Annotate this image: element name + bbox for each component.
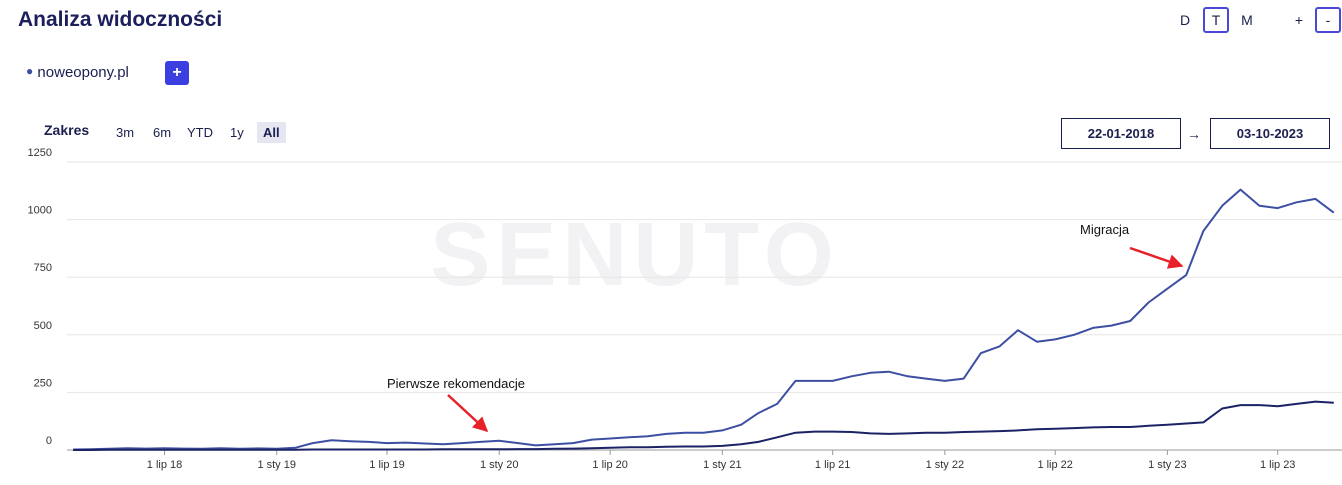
watermark: SENUTO [430,205,839,305]
x-tick-label: 1 sty 23 [1148,459,1187,471]
range-option[interactable]: 6m [153,125,172,140]
annotation-arrow [447,394,489,433]
x-tick-label: 1 lip 22 [1037,459,1072,471]
page-title: Analiza widoczności [18,8,223,31]
y-tick-label: 750 [34,262,52,274]
range-option[interactable]: 1y [230,125,244,140]
range-option[interactable]: All [257,122,286,143]
zoom-button[interactable]: - [1315,7,1341,33]
series-line [73,188,1335,451]
domain-chip: ● noweopony.pl [26,64,129,81]
x-tick-label: 1 lip 20 [592,459,627,471]
add-domain-button[interactable]: + [165,61,189,85]
x-tick-label: 1 sty 20 [480,459,519,471]
view-button[interactable]: D [1179,12,1191,28]
domain-name: noweopony.pl [37,64,129,81]
date-from[interactable]: 22-01-2018 [1061,118,1181,149]
y-tick-label: 0 [46,435,52,447]
annotation: Migracja [1080,222,1130,237]
zoom-button[interactable]: + [1294,12,1304,28]
x-tick-label: 1 lip 21 [815,459,850,471]
annotation-arrow [1129,246,1184,269]
x-tick-label: 1 sty 22 [926,459,965,471]
date-to[interactable]: 03-10-2023 [1210,118,1330,149]
range-option[interactable]: YTD [187,125,213,140]
annotation: Pierwsze rekomendacje [387,376,525,391]
range-label: Zakres [44,122,90,138]
y-tick-label: 250 [34,377,52,389]
y-tick-label: 1000 [28,205,52,217]
x-tick-label: 1 sty 19 [257,459,296,471]
x-tick-label: 1 lip 19 [369,459,404,471]
x-tick-label: 1 lip 18 [147,459,182,471]
domain-dot: ● [26,64,34,78]
range-option[interactable]: 3m [116,125,135,140]
date-arrow: → [1187,126,1201,142]
series-line [73,400,1334,451]
y-tick-label: 500 [34,320,52,332]
x-tick-label: 1 lip 23 [1260,459,1295,471]
view-button[interactable]: M [1241,12,1253,28]
x-tick-label: 1 sty 21 [703,459,742,471]
view-button[interactable]: T [1203,7,1229,33]
y-tick-label: 1250 [28,147,52,159]
